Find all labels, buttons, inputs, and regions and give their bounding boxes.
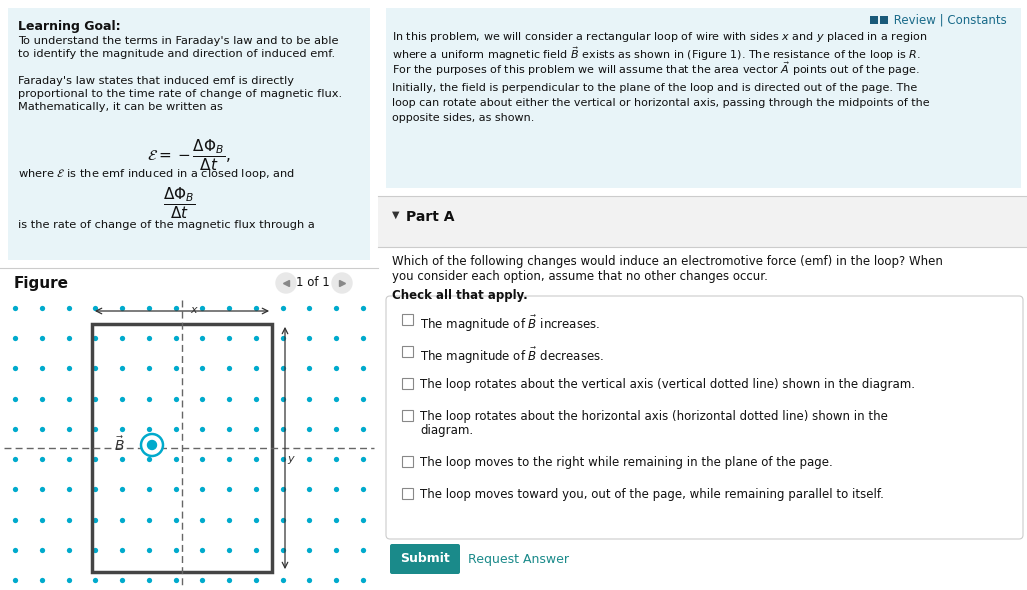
Text: The magnitude of $\vec{B}$ increases.: The magnitude of $\vec{B}$ increases. xyxy=(420,314,600,334)
Text: Learning Goal:: Learning Goal: xyxy=(18,20,120,33)
Bar xyxy=(402,456,413,467)
Text: The loop moves to the right while remaining in the plane of the page.: The loop moves to the right while remain… xyxy=(420,456,833,469)
Bar xyxy=(402,314,413,325)
FancyBboxPatch shape xyxy=(386,296,1023,539)
Text: Initially, the field is perpendicular to the plane of the loop and is directed o: Initially, the field is perpendicular to… xyxy=(392,83,917,93)
Text: loop can rotate about either the vertical or horizontal axis, passing through th: loop can rotate about either the vertica… xyxy=(392,98,929,108)
FancyBboxPatch shape xyxy=(386,8,1021,188)
FancyBboxPatch shape xyxy=(8,8,370,260)
Circle shape xyxy=(332,273,352,293)
Text: The magnitude of $\vec{B}$ decreases.: The magnitude of $\vec{B}$ decreases. xyxy=(420,346,604,366)
Text: you consider each option, assume that no other changes occur.: you consider each option, assume that no… xyxy=(392,270,768,283)
Bar xyxy=(870,16,878,24)
Bar xyxy=(92,324,272,572)
Circle shape xyxy=(276,273,296,293)
Text: Check all that apply.: Check all that apply. xyxy=(392,289,528,302)
Text: is the rate of change of the magnetic flux through a: is the rate of change of the magnetic fl… xyxy=(18,220,314,230)
Text: Which of the following changes would induce an electromotive force (emf) in the : Which of the following changes would ind… xyxy=(392,255,943,268)
Text: Figure: Figure xyxy=(14,276,69,291)
Text: In this problem, we will consider a rectangular loop of wire with sides $x$ and : In this problem, we will consider a rect… xyxy=(392,30,927,44)
Circle shape xyxy=(148,441,156,450)
Text: $y$: $y$ xyxy=(287,454,296,466)
Text: $\dfrac{\Delta\Phi_B}{\Delta t}$: $\dfrac{\Delta\Phi_B}{\Delta t}$ xyxy=(163,186,195,221)
Bar xyxy=(402,346,413,357)
Text: Submit: Submit xyxy=(401,552,450,565)
Text: Faraday's law states that induced emf is directly
proportional to the time rate : Faraday's law states that induced emf is… xyxy=(18,76,342,113)
Bar xyxy=(0,296,378,590)
Text: where a uniform magnetic field $\vec{B}$ exists as shown in (Figure 1). The resi: where a uniform magnetic field $\vec{B}$… xyxy=(392,45,921,63)
Text: For the purposes of this problem we will assume that the area vector $\vec{A}$ p: For the purposes of this problem we will… xyxy=(392,60,920,78)
Text: $\vec{B}$: $\vec{B}$ xyxy=(114,435,124,454)
Text: Request Answer: Request Answer xyxy=(468,552,569,565)
Text: opposite sides, as shown.: opposite sides, as shown. xyxy=(392,113,534,123)
Circle shape xyxy=(141,434,163,456)
Text: where $\mathcal{E}$ is the emf induced in a closed loop, and: where $\mathcal{E}$ is the emf induced i… xyxy=(18,167,295,181)
Bar xyxy=(402,410,413,421)
Text: 1 of 1: 1 of 1 xyxy=(296,277,330,290)
Text: To understand the terms in Faraday's law and to be able
to identify the magnitud: To understand the terms in Faraday's law… xyxy=(18,36,339,59)
Text: The loop moves toward you, out of the page, while remaining parallel to itself.: The loop moves toward you, out of the pa… xyxy=(420,488,884,501)
Text: ▼: ▼ xyxy=(392,210,400,220)
FancyBboxPatch shape xyxy=(390,544,460,574)
Text: Review | Constants: Review | Constants xyxy=(890,14,1006,27)
Text: Part A: Part A xyxy=(406,210,455,224)
Text: diagram.: diagram. xyxy=(420,424,473,437)
Bar xyxy=(378,197,1027,247)
Bar xyxy=(880,16,888,24)
Text: $\mathcal{E} = -\dfrac{\Delta\Phi_B}{\Delta t}$,: $\mathcal{E} = -\dfrac{\Delta\Phi_B}{\De… xyxy=(147,138,231,173)
Text: The loop rotates about the vertical axis (vertical dotted line) shown in the dia: The loop rotates about the vertical axis… xyxy=(420,378,915,391)
Bar xyxy=(402,488,413,499)
Text: The loop rotates about the horizontal axis (horizontal dotted line) shown in the: The loop rotates about the horizontal ax… xyxy=(420,410,888,423)
Text: $x$: $x$ xyxy=(190,305,199,315)
Bar xyxy=(402,378,413,389)
